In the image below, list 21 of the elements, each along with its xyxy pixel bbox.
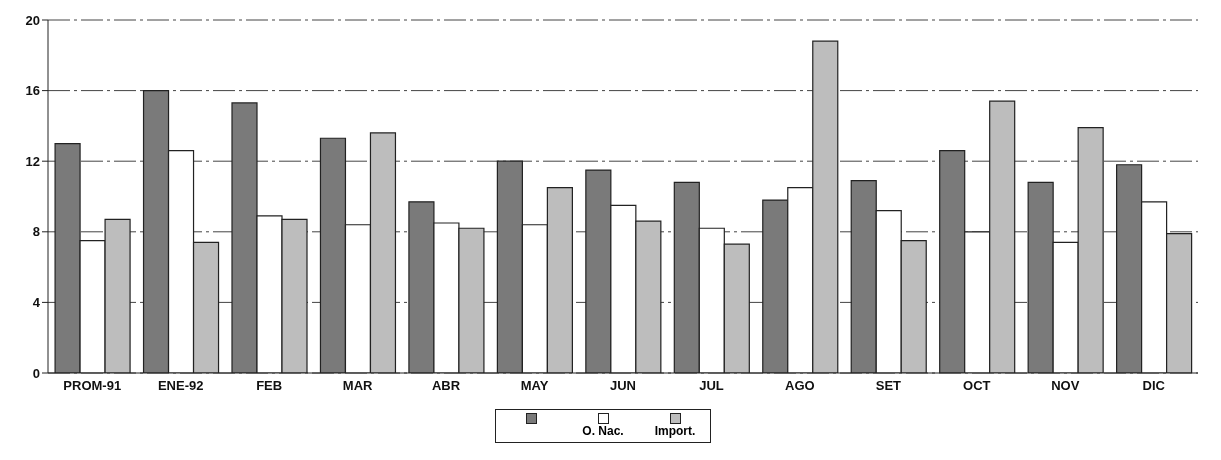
x-tick-label: ENE-92 [157, 378, 204, 394]
x-tick-label: DIC [1142, 378, 1166, 394]
x-tick-label: PROM-91 [63, 378, 122, 394]
y-tick-label: 8 [32, 224, 40, 240]
legend-label: Import. [654, 424, 696, 439]
x-tick-label: SET [875, 378, 902, 394]
x-tick-label: JUN [609, 378, 637, 394]
x-tick-label: ABR [431, 378, 461, 394]
x-tick-label: NOV [1051, 378, 1080, 394]
y-tick-label: 4 [32, 295, 41, 311]
y-tick-label: 16 [25, 83, 40, 99]
y-tick-label: 12 [25, 153, 40, 169]
x-tick-label: FEB [256, 378, 283, 394]
y-tick-label: 20 [25, 12, 40, 28]
y-tick-label: 0 [32, 365, 40, 381]
x-tick-label: MAR [342, 378, 374, 394]
legend-label: O. Nac. [582, 424, 624, 439]
x-tick-label: OCT [963, 378, 991, 394]
x-tick-label: MAY [520, 378, 549, 394]
x-tick-label: AGO [785, 378, 815, 394]
x-tick-label: JUL [699, 378, 724, 394]
